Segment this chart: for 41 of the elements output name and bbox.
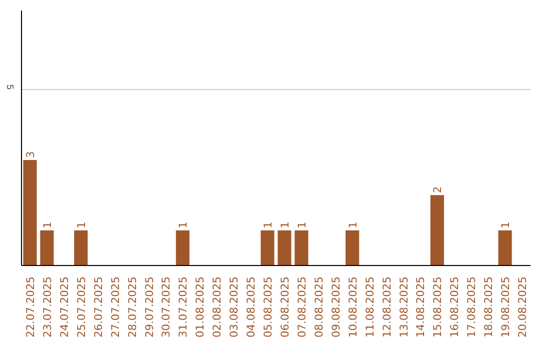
x-tick-label: 11.08.2025 bbox=[363, 276, 376, 338]
x-tick-label: 06.08.2025 bbox=[278, 276, 292, 338]
x-tick-label: 28.07.2025 bbox=[126, 276, 139, 338]
data-label: 1 bbox=[40, 222, 54, 228]
x-tick-label: 17.08.2025 bbox=[465, 276, 478, 338]
data-label: 2 bbox=[431, 186, 444, 194]
data-label: 1 bbox=[346, 222, 360, 228]
data-label: 1 bbox=[74, 222, 88, 228]
x-tick-label: 20.08.2025 bbox=[516, 276, 530, 338]
x-tick-label: 13.08.2025 bbox=[397, 276, 410, 338]
x-tick-label: 12.08.2025 bbox=[380, 276, 394, 338]
data-label: 1 bbox=[499, 222, 512, 228]
x-tick-label: 08.08.2025 bbox=[312, 276, 326, 338]
x-tick-label: 14.08.2025 bbox=[414, 276, 428, 338]
data-label: 1 bbox=[262, 222, 275, 228]
y-tick-label: 5 bbox=[5, 84, 15, 90]
x-tick-label: 10.08.2025 bbox=[346, 276, 360, 338]
x-tick-label: 24.07.2025 bbox=[58, 276, 71, 338]
data-label: 1 bbox=[295, 222, 308, 228]
x-tick-label: 19.08.2025 bbox=[499, 276, 512, 338]
data-label: 3 bbox=[24, 151, 37, 158]
x-tick-label: 31.07.2025 bbox=[176, 276, 190, 338]
x-tick-label: 30.07.2025 bbox=[160, 276, 173, 338]
data-label: 1 bbox=[278, 222, 292, 228]
x-tick-label: 03.08.2025 bbox=[228, 276, 241, 338]
data-label: 1 bbox=[176, 222, 190, 228]
x-tick-label: 09.08.2025 bbox=[329, 276, 342, 338]
x-tick-label: 15.08.2025 bbox=[431, 276, 444, 338]
x-tick-label: 05.08.2025 bbox=[262, 276, 275, 338]
x-tick-label: 01.08.2025 bbox=[194, 276, 207, 338]
x-tick-label: 22.07.2025 bbox=[24, 276, 37, 338]
x-tick-label: 02.08.2025 bbox=[210, 276, 224, 338]
x-tick-label: 25.07.2025 bbox=[74, 276, 88, 338]
x-tick-label: 26.07.2025 bbox=[92, 276, 105, 338]
x-tick-label: 16.08.2025 bbox=[448, 276, 462, 338]
x-tick-label: 29.07.2025 bbox=[142, 276, 156, 338]
x-tick-label: 27.07.2025 bbox=[108, 276, 122, 338]
x-tick-label: 18.08.2025 bbox=[482, 276, 496, 338]
x-tick-label: 04.08.2025 bbox=[244, 276, 258, 338]
x-tick-label: 07.08.2025 bbox=[295, 276, 308, 338]
x-tick-label: 23.07.2025 bbox=[40, 276, 54, 338]
